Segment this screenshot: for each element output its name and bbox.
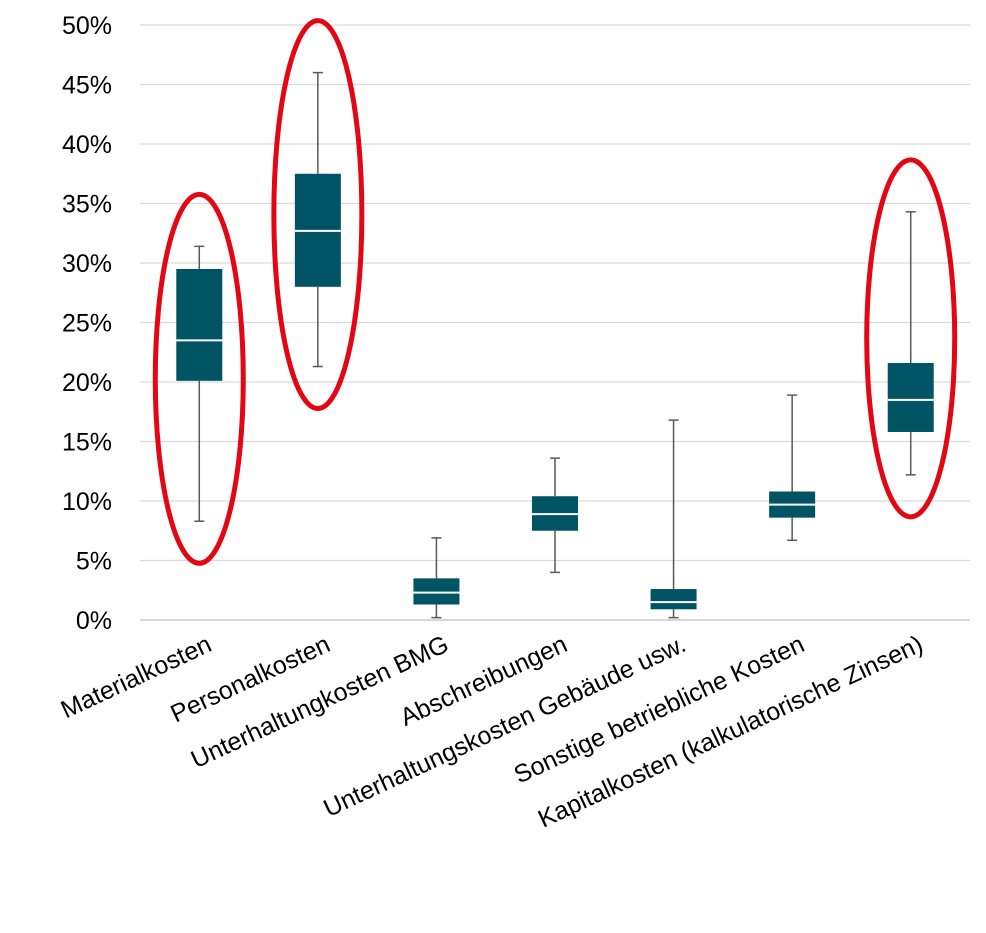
gridlines xyxy=(140,24,970,621)
highlight-ellipse xyxy=(152,191,246,566)
box-6 xyxy=(769,394,816,542)
highlight-ellipse xyxy=(271,18,365,412)
y-axis-ticks: 0% 5% 10% 15% 20% 25% 30% 35% 40% 45% 50% xyxy=(62,12,112,635)
y-tick-label: 20% xyxy=(62,369,112,397)
x-axis-labels: MaterialkostenPersonalkostenUnterhaltung… xyxy=(57,630,928,833)
box-4 xyxy=(532,457,578,574)
iqr-box xyxy=(650,589,697,610)
boxes xyxy=(176,71,934,619)
box-5 xyxy=(650,419,697,619)
y-tick-label: 40% xyxy=(62,131,112,159)
highlight-ellipses xyxy=(152,18,958,566)
iqr-box xyxy=(887,362,934,432)
y-tick-label: 30% xyxy=(62,250,112,278)
y-tick-label: 5% xyxy=(76,548,112,576)
iqr-box xyxy=(413,578,460,605)
box-7 xyxy=(887,211,934,476)
iqr-box xyxy=(176,268,223,381)
y-tick-label: 10% xyxy=(62,488,112,516)
y-tick-label: 15% xyxy=(62,429,112,457)
y-tick-label: 25% xyxy=(62,310,112,338)
box-1 xyxy=(176,245,223,522)
highlight-ellipse xyxy=(864,157,958,520)
box-2 xyxy=(294,71,341,368)
y-tick-label: 0% xyxy=(76,607,112,635)
y-tick-label: 50% xyxy=(62,12,112,40)
y-tick-label: 45% xyxy=(62,72,112,100)
y-tick-label: 35% xyxy=(62,191,112,219)
box-3 xyxy=(413,537,460,619)
